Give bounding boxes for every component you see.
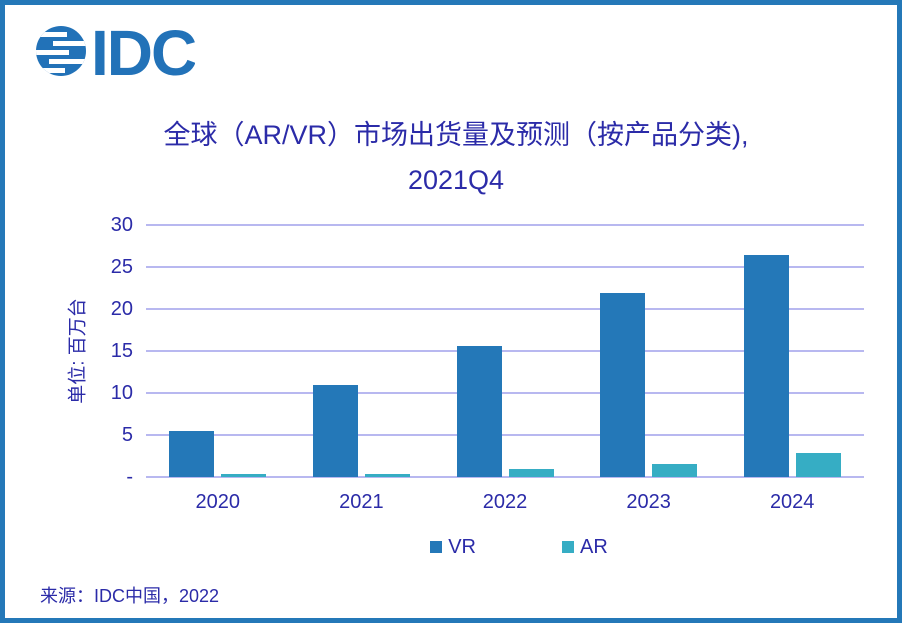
- y-tick-label-30: 30: [110, 214, 133, 236]
- y-axis-ticks: - 5 10 15 20 25 30: [41, 214, 133, 488]
- chart-title: 全球（AR/VR）市场出货量及预测（按产品分类), 2021Q4: [5, 113, 902, 203]
- gridline-5: [146, 434, 864, 436]
- bar-ar-2023: [652, 463, 698, 477]
- gridline-0: [146, 476, 864, 478]
- source-note: 来源：IDC中国，2022: [40, 586, 220, 606]
- chart-title-line2: 2021Q4: [407, 165, 505, 195]
- chart-legend: VR AR: [160, 535, 878, 559]
- bar-vr-2021: [312, 385, 358, 477]
- gridline-25: [146, 266, 864, 268]
- y-tick-label-0: -: [126, 466, 133, 488]
- x-axis-label-2021: 2021: [339, 491, 384, 513]
- bar-vr-2022: [456, 345, 502, 477]
- bar-ar-2024: [795, 452, 841, 477]
- gridline-10: [146, 392, 864, 394]
- legend-swatch-vr: [430, 541, 443, 553]
- idc-logo: IDC: [36, 18, 195, 82]
- x-axis-label-2020: 2020: [195, 491, 241, 513]
- bar-vr-2020: [169, 430, 215, 477]
- y-tick-label-25: 25: [110, 256, 133, 278]
- legend-label-ar: AR: [580, 535, 608, 558]
- bar-ar-2020: [221, 474, 267, 477]
- x-axis-labels: 2020 2021 2022 2023 2024: [146, 489, 864, 515]
- gridline-15: [146, 350, 864, 352]
- legend-label-vr: VR: [448, 535, 476, 558]
- idc-logo-text: IDC: [91, 18, 195, 82]
- legend-item-ar: AR: [562, 536, 608, 559]
- gridline-20: [146, 308, 864, 310]
- bar-ar-2022: [508, 468, 554, 477]
- plot-area: [146, 224, 864, 478]
- y-tick-label-15: 15: [110, 340, 133, 362]
- y-tick-label-10: 10: [110, 382, 133, 404]
- y-tick-label-20: 20: [110, 298, 133, 320]
- x-axis-label-2022: 2022: [482, 491, 528, 513]
- bar-vr-2023: [600, 293, 646, 477]
- bar-ar-2021: [364, 473, 410, 477]
- legend-swatch-ar: [562, 541, 574, 553]
- bar-vr-2024: [743, 255, 789, 477]
- y-tick-label-5: 5: [121, 424, 133, 446]
- gridline-30: [146, 224, 864, 226]
- chart-title-line1: 全球（AR/VR）市场出货量及预测（按产品分类),: [163, 120, 749, 150]
- x-axis-label-2024: 2024: [769, 491, 815, 513]
- idc-globe-icon: [36, 26, 86, 76]
- x-axis-label-2023: 2023: [626, 491, 671, 513]
- legend-item-vr: VR: [430, 536, 476, 559]
